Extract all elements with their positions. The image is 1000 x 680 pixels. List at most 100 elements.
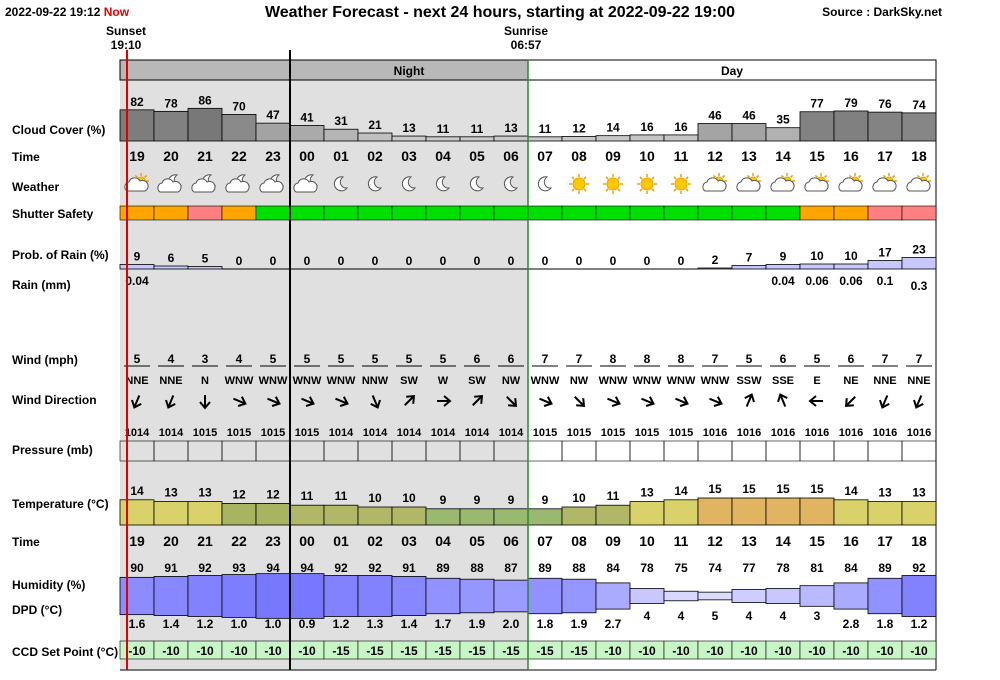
ccd-set-point-value: -10 [604,644,622,658]
ccd-set-point-cell [901,640,937,660]
rain-probability-value: 2 [712,253,719,267]
clear-day-icon [569,174,589,194]
cloud-cover-value: 46 [708,109,722,123]
humidity-bar [595,582,631,610]
pressure-value: 1015 [567,427,591,439]
temperature-value: 9 [440,493,447,507]
ccd-set-point-value: -15 [570,644,588,658]
wind-direction-label: NNE [873,375,896,387]
cloud-cover-bar [663,134,699,142]
sun-ray [722,174,726,178]
label-rain-mm: Rain (mm) [12,278,71,292]
arrow-shaft [267,397,279,405]
wind-direction-label: W [438,375,449,387]
partly-cloudy-day-icon [872,173,897,192]
wind-direction-arrow-icon [301,396,315,407]
pressure-cell [697,440,733,462]
time-label-2: 03 [401,533,417,549]
shutter-safety-cell [697,205,733,221]
ccd-set-point-value: -10 [162,644,180,658]
pressure-value: 1016 [873,427,897,439]
ccd-set-point-value: -10 [910,644,928,658]
partly-cloudy-night-icon [225,174,251,193]
shutter-safety-cell [459,205,495,221]
cloud-cover-bar [799,111,835,142]
cloud-cover-bar [629,134,665,142]
wind-direction-arrow-icon [404,394,416,406]
moon-shape [503,176,519,192]
arrow-shaft [301,397,313,405]
wind-value: 8 [610,352,617,366]
wind-value: 7 [882,352,889,366]
clear-night-icon [435,176,451,192]
pressure-value: 1015 [295,427,319,439]
day-band-label: Day [721,64,743,78]
cloud-cover-bar [425,136,461,142]
wind-direction-label: NW [502,375,521,387]
temperature-value: 12 [266,487,280,501]
shutter-safety-cell [867,205,903,221]
wind-value: 6 [780,352,787,366]
pressure-value: 1014 [431,427,456,439]
rain-probability-bar [153,265,189,270]
wind-direction-label: WNW [633,375,662,387]
time-label: 05 [469,148,485,164]
dpd-value: 1.6 [129,617,146,631]
cloud-cover-value: 74 [912,98,926,112]
time-label-2: 18 [911,533,927,549]
arrow-head [576,398,586,408]
temperature-value: 9 [542,493,549,507]
humidity-bar [765,588,801,604]
rain-probability-bar [867,260,903,270]
cloud-shape [736,177,761,192]
shutter-safety-cell [255,205,291,221]
ccd-set-point-value: -10 [876,644,894,658]
time-label: 22 [231,148,247,164]
shutter-safety-cell [493,205,529,221]
ccd-set-point-value: -10 [638,644,656,658]
arrow-head [543,396,553,407]
ccd-set-point-value: -15 [332,644,350,658]
partly-cloudy-night-icon [191,174,217,193]
rain-probability-value: 9 [780,250,787,264]
pressure-value: 1015 [601,427,625,439]
rain-probability-value: 0 [542,254,549,268]
dpd-value: 5 [712,609,719,623]
ccd-set-point-value: -15 [400,644,418,658]
cloud-shape [191,178,216,193]
wind-direction-arrow-icon [437,395,452,407]
wind-direction-arrow-icon [709,396,723,407]
sunset-label: Sunset 19:10 [96,24,156,52]
wind-value: 7 [542,352,549,366]
rain-probability-value: 0 [440,254,447,268]
partly-cloudy-night-icon [157,174,183,193]
pressure-value: 1014 [499,427,524,439]
dpd-value: 1.8 [537,617,554,631]
cloud-cover-value: 11 [471,122,484,136]
humidity-bar [187,575,223,617]
humidity-bar [119,576,155,616]
humidity-value: 84 [844,561,858,575]
temperature-value: 11 [335,489,348,503]
shutter-safety-cell [527,205,563,221]
sun-ray [144,174,148,178]
wind-value: 8 [644,352,651,366]
clear-night-icon [401,176,417,192]
arrow-head [443,395,452,407]
cloud-cover-value: 86 [198,93,212,107]
humidity-bar [255,573,291,619]
wind-value: 7 [916,352,923,366]
sun-ray [848,174,852,178]
sun-ray [685,176,689,180]
time-label: 16 [843,148,859,164]
label-weather: Weather [12,180,60,194]
wind-value: 5 [338,352,345,366]
wind-value: 7 [576,352,583,366]
sun-ray [651,176,655,180]
wind-value: 4 [236,352,243,366]
moon-shape [333,176,349,192]
cloud-cover-value: 35 [776,113,790,127]
label-pressure: Pressure (mb) [12,443,93,457]
humidity-value: 94 [300,561,314,575]
wind-direction-arrow-icon [808,395,823,407]
